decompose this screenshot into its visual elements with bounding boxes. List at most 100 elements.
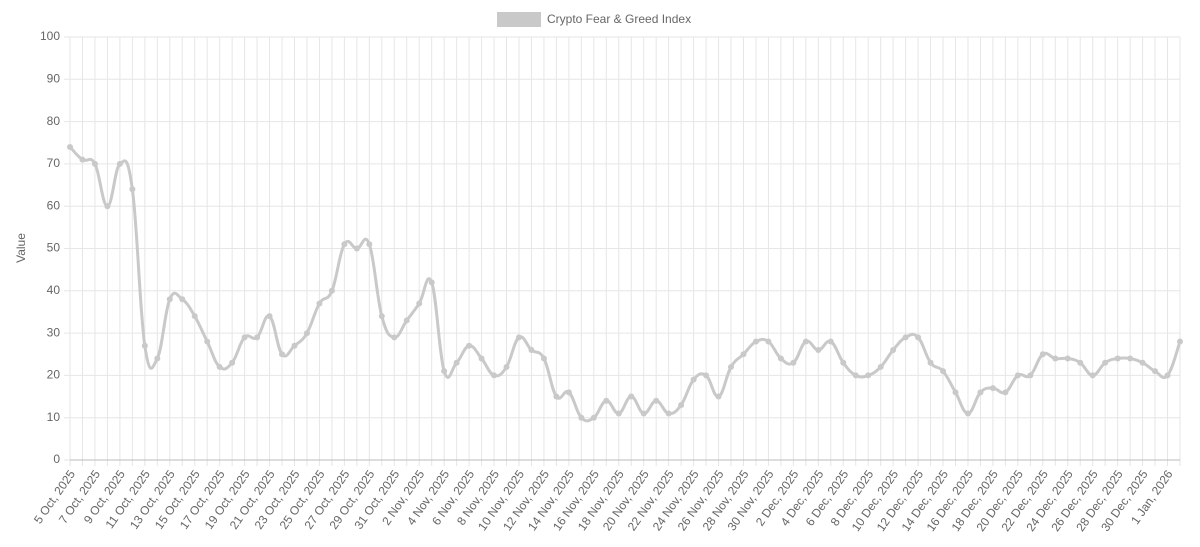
y-tick-label: 50: [47, 241, 61, 255]
point: [852, 372, 859, 379]
point: [603, 397, 610, 404]
point: [91, 160, 98, 167]
point: [104, 203, 111, 210]
point: [1102, 359, 1109, 366]
point: [366, 241, 373, 248]
point: [116, 160, 123, 167]
y-tick-label: 20: [47, 368, 61, 382]
point: [453, 359, 460, 366]
point: [877, 363, 884, 370]
point: [1139, 359, 1146, 366]
point: [79, 156, 86, 163]
point: [478, 355, 485, 362]
point: [690, 376, 697, 383]
point: [915, 334, 922, 341]
point: [540, 355, 547, 362]
point: [391, 334, 398, 341]
point: [166, 296, 173, 303]
point: [179, 296, 186, 303]
point: [565, 389, 572, 396]
point: [241, 334, 248, 341]
point: [653, 397, 660, 404]
y-axis-label: Value: [14, 233, 28, 263]
point: [902, 334, 909, 341]
y-tick-label: 0: [53, 452, 60, 466]
point: [703, 372, 710, 379]
point: [67, 143, 73, 150]
point: [1077, 359, 1084, 366]
y-tick-label: 90: [47, 71, 61, 85]
point: [827, 338, 834, 345]
point: [503, 363, 510, 370]
point: [740, 351, 747, 358]
point: [216, 363, 223, 370]
point: [765, 338, 772, 345]
y-tick-label: 70: [47, 156, 61, 170]
point: [266, 313, 273, 320]
point: [303, 330, 310, 337]
point: [291, 342, 298, 349]
point: [141, 342, 148, 349]
point: [191, 313, 198, 320]
point: [790, 359, 797, 366]
legend-swatch: [497, 12, 541, 27]
point: [1089, 372, 1096, 379]
point: [154, 355, 161, 362]
point: [1152, 368, 1159, 375]
point: [353, 245, 360, 252]
point: [840, 359, 847, 366]
point: [328, 287, 335, 294]
point: [927, 359, 934, 366]
point: [403, 317, 410, 324]
point: [528, 347, 535, 354]
line: [68, 145, 1182, 423]
point: [952, 389, 959, 396]
point: [640, 410, 647, 417]
point: [777, 355, 784, 362]
point: [665, 410, 672, 417]
point: [977, 389, 984, 396]
point: [715, 393, 722, 400]
point: [865, 372, 872, 379]
y-tick-label: 40: [47, 283, 61, 297]
y-tick-label: 100: [40, 29, 60, 43]
y-tick-label: 30: [47, 325, 61, 339]
point: [802, 338, 809, 345]
point: [1052, 355, 1059, 362]
point: [316, 300, 323, 307]
point: [890, 347, 897, 354]
point: [964, 410, 971, 417]
point: [590, 414, 597, 421]
point: [1014, 372, 1021, 379]
point: [940, 368, 947, 375]
point: [254, 334, 261, 341]
point: [728, 363, 735, 370]
point: [515, 334, 522, 341]
point: [491, 372, 498, 379]
legend-label: Crypto Fear & Greed Index: [547, 12, 691, 26]
point: [1114, 355, 1121, 362]
point: [578, 414, 585, 421]
point: [229, 359, 236, 366]
point: [129, 186, 136, 193]
point: [678, 402, 685, 409]
point: [378, 313, 385, 320]
point: [815, 347, 822, 354]
point: [1177, 338, 1183, 345]
point: [416, 300, 423, 307]
point: [1039, 351, 1046, 358]
point: [615, 410, 622, 417]
point: [553, 393, 560, 400]
point: [1127, 355, 1134, 362]
point: [628, 393, 635, 400]
y-tick-label: 10: [47, 410, 61, 424]
point: [752, 338, 759, 345]
point: [1002, 389, 1009, 396]
point: [989, 385, 996, 392]
y-tick-label: 80: [47, 114, 61, 128]
point: [204, 338, 211, 345]
point: [428, 279, 435, 286]
point: [441, 368, 448, 375]
point: [466, 342, 473, 349]
